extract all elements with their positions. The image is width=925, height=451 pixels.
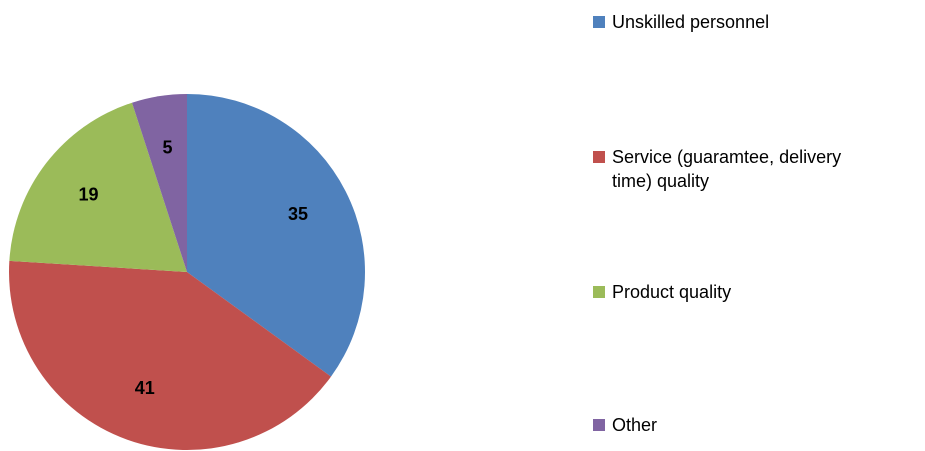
pie-slice — [131, 94, 187, 272]
legend-label: Product quality — [612, 282, 732, 302]
pie-slice — [8, 260, 332, 451]
legend-item: Other — [593, 413, 913, 437]
pie-slice — [187, 94, 365, 377]
legend-item: Service (guaramtee, delivery time) quali… — [593, 145, 913, 193]
legend-label: Unskilled personnel — [612, 12, 770, 32]
legend-swatch — [593, 286, 605, 298]
data-label: 19 — [79, 184, 99, 204]
data-label: 5 — [163, 138, 173, 158]
pie-slice — [9, 102, 187, 272]
data-label: 41 — [135, 378, 155, 398]
legend-item: Product quality — [593, 280, 913, 304]
legend-swatch — [593, 419, 605, 431]
data-label: 35 — [288, 204, 308, 224]
legend-label: Service (guaramtee, delivery time) quali… — [612, 147, 842, 191]
legend-swatch — [593, 16, 605, 28]
legend-item: Unskilled personnel — [593, 10, 913, 34]
legend-swatch — [593, 151, 605, 163]
legend-label: Other — [612, 415, 658, 435]
